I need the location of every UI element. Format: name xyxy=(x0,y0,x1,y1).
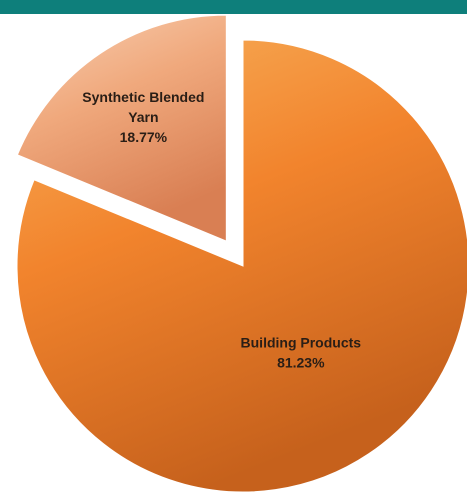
pie-slice-1 xyxy=(16,39,467,493)
pie-labels: Building Products 81.23% Synthetic Blended… xyxy=(82,89,361,370)
header-band xyxy=(0,0,467,14)
slice-name-label: Synthetic Blended xyxy=(82,89,204,105)
slice-label-2: Synthetic Blended Yarn 18.77% xyxy=(82,89,204,145)
pie-slices xyxy=(16,14,467,493)
pie-slice-2 xyxy=(16,14,227,242)
slice-value-label: 18.77% xyxy=(120,129,168,145)
slice-name-label: Building Products xyxy=(241,334,362,350)
slice-name-label: Yarn xyxy=(128,109,158,125)
slice-value-label: 81.23% xyxy=(277,354,325,370)
slice-label-1: Building Products 81.23% xyxy=(241,334,362,370)
